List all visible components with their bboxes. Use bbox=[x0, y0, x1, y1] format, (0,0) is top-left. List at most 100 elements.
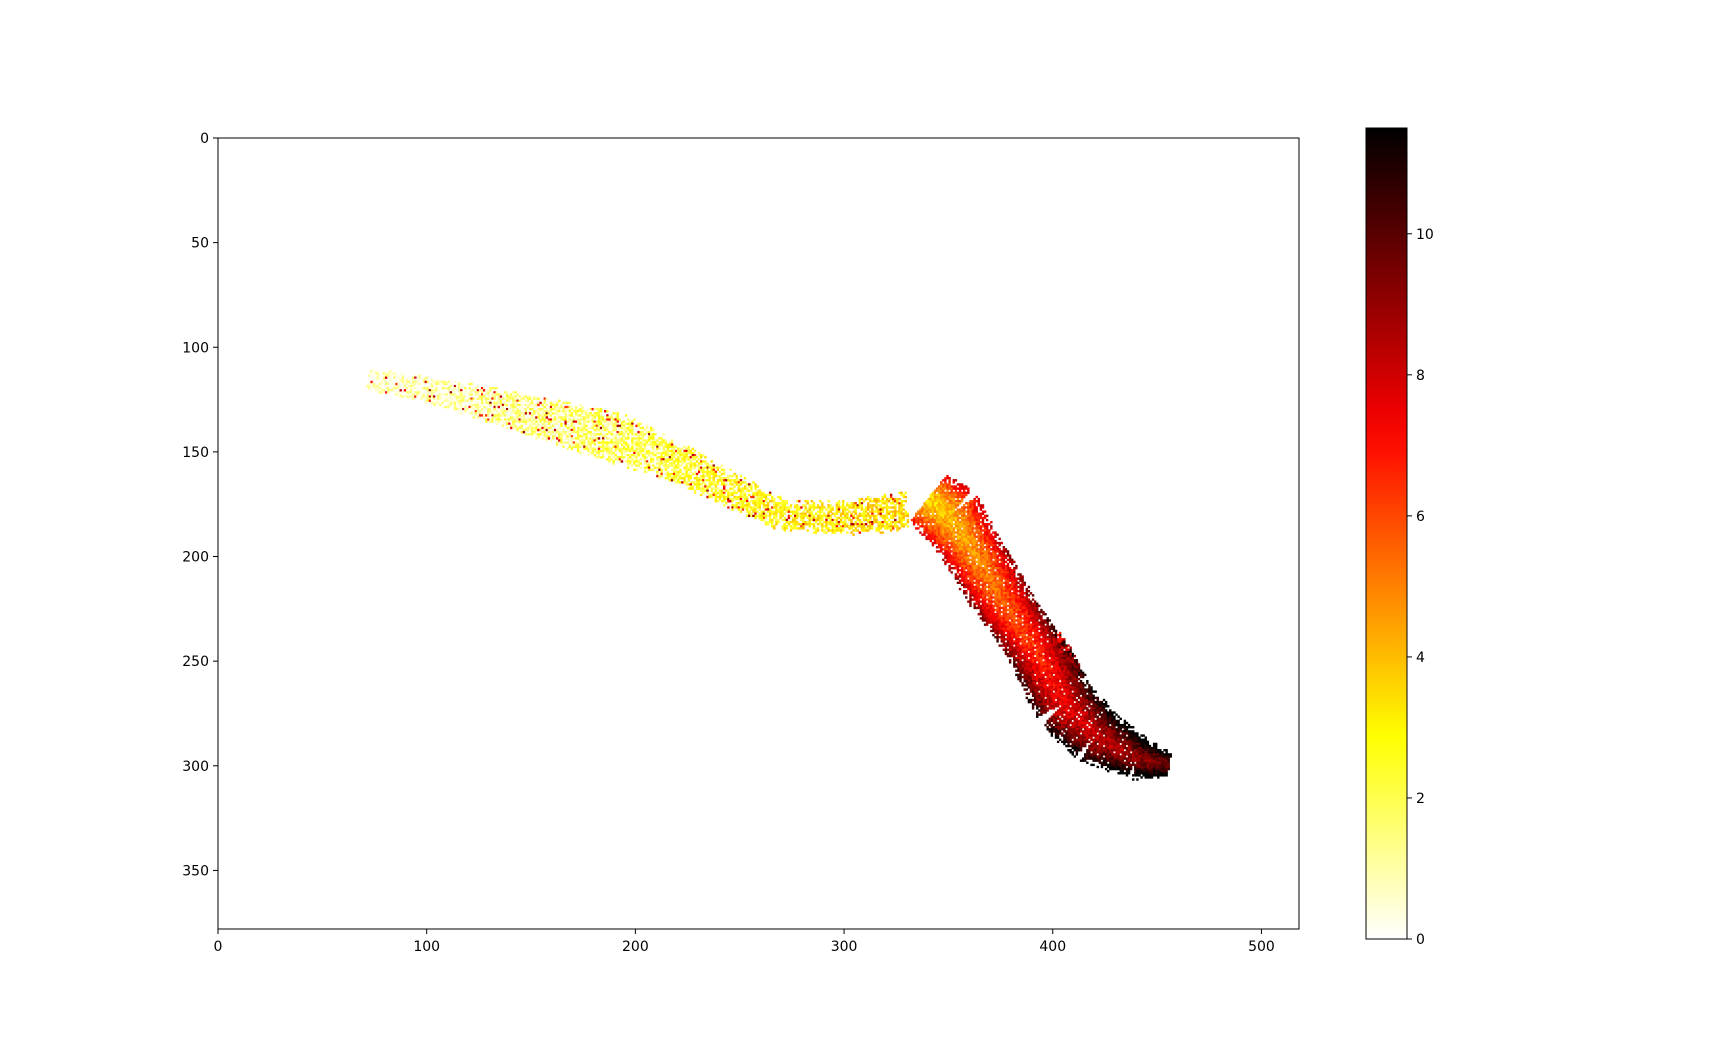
heatmap-cell bbox=[948, 533, 951, 536]
heatmap-cell bbox=[599, 410, 603, 413]
heatmap-cell bbox=[1002, 558, 1006, 561]
heatmap-cell bbox=[487, 410, 490, 413]
heatmap-cell bbox=[510, 426, 513, 430]
heatmap-cell bbox=[1011, 629, 1014, 633]
heatmap-cell bbox=[973, 558, 976, 561]
heatmap-cell bbox=[497, 416, 501, 419]
heatmap-cell bbox=[988, 600, 991, 603]
heatmap-cell bbox=[875, 529, 878, 532]
heatmap-cell bbox=[528, 403, 532, 407]
heatmap-cell bbox=[940, 525, 943, 528]
heatmap-cell bbox=[992, 539, 995, 543]
heatmap-cell bbox=[979, 546, 983, 549]
heatmap-cell bbox=[743, 481, 747, 484]
heatmap-cell bbox=[495, 387, 498, 390]
heatmap-cell bbox=[670, 453, 674, 457]
heatmap-cell bbox=[743, 500, 747, 503]
heatmap-cell bbox=[967, 487, 970, 490]
heatmap-cell bbox=[892, 497, 895, 501]
heatmap-cell bbox=[973, 577, 976, 580]
heatmap-cell bbox=[1038, 610, 1041, 614]
heatmap-cell bbox=[996, 638, 999, 641]
heatmap-cell bbox=[965, 564, 968, 568]
heatmap-cell bbox=[725, 497, 728, 501]
heatmap-cell bbox=[973, 571, 976, 574]
heatmap-cell bbox=[958, 556, 962, 559]
heatmap-cell bbox=[487, 393, 490, 396]
heatmap-cell bbox=[979, 556, 983, 559]
heatmap-cell bbox=[399, 384, 402, 388]
heatmap-cell bbox=[472, 405, 475, 409]
heatmap-cell bbox=[610, 458, 613, 461]
heatmap-cell bbox=[775, 504, 778, 507]
heatmap-cell bbox=[564, 430, 567, 434]
heatmap-cell bbox=[520, 418, 523, 421]
heatmap-cell bbox=[935, 537, 939, 541]
heatmap-cell bbox=[979, 579, 983, 582]
heatmap-cell bbox=[862, 525, 866, 528]
heatmap-cell bbox=[679, 477, 682, 480]
heatmap-cell bbox=[1027, 613, 1031, 616]
heatmap-cell bbox=[508, 414, 511, 417]
heatmap-cell bbox=[963, 485, 966, 488]
heatmap-cell bbox=[645, 439, 649, 442]
heatmap-cell bbox=[1038, 613, 1041, 616]
heatmap-cell bbox=[981, 504, 985, 507]
heatmap-cell bbox=[1021, 596, 1024, 599]
heatmap-cell bbox=[716, 495, 720, 499]
heatmap-cell bbox=[689, 456, 693, 459]
heatmap-cell bbox=[1025, 613, 1029, 616]
heatmap-cell bbox=[879, 527, 882, 530]
heatmap-cell bbox=[937, 495, 941, 499]
heatmap-cell bbox=[971, 581, 974, 585]
heatmap-cell bbox=[956, 554, 960, 557]
heatmap-cell bbox=[793, 512, 797, 515]
heatmap-cell bbox=[940, 541, 943, 545]
heatmap-cell bbox=[925, 527, 928, 530]
heatmap-cell bbox=[558, 414, 561, 417]
heatmap-cell bbox=[700, 493, 703, 497]
heatmap-cell bbox=[942, 497, 945, 501]
heatmap-cell bbox=[994, 562, 997, 566]
heatmap-cell bbox=[1002, 552, 1006, 555]
heatmap-cell bbox=[514, 410, 517, 413]
heatmap-cell bbox=[1015, 583, 1018, 587]
heatmap-cell bbox=[464, 391, 467, 394]
heatmap-cell bbox=[518, 428, 521, 432]
heatmap-cell bbox=[956, 487, 960, 490]
heatmap-cell bbox=[937, 546, 941, 549]
heatmap-cell bbox=[391, 382, 394, 386]
heatmap-cell bbox=[973, 585, 976, 589]
heatmap-cell bbox=[677, 479, 680, 482]
heatmap-cell bbox=[1025, 610, 1029, 614]
heatmap-cell bbox=[954, 506, 958, 509]
heatmap-cell bbox=[775, 506, 778, 509]
heatmap-cell bbox=[963, 585, 966, 589]
heatmap-cell bbox=[975, 514, 978, 518]
heatmap-cell bbox=[622, 420, 626, 423]
heatmap-cell bbox=[639, 451, 642, 455]
heatmap-cell bbox=[531, 422, 534, 425]
heatmap-cell bbox=[1006, 550, 1010, 553]
heatmap-cell bbox=[487, 397, 490, 400]
heatmap-cell bbox=[956, 495, 960, 499]
heatmap-cell bbox=[777, 520, 780, 524]
heatmap-cell bbox=[887, 512, 891, 515]
heatmap-cell bbox=[743, 495, 747, 499]
heatmap-cell bbox=[503, 391, 507, 394]
heatmap-cell bbox=[526, 420, 530, 423]
heatmap-cell bbox=[973, 581, 976, 585]
heatmap-cell bbox=[873, 518, 876, 522]
heatmap-cell bbox=[983, 541, 987, 545]
heatmap-cell bbox=[710, 483, 713, 486]
heatmap-cell bbox=[1006, 552, 1010, 555]
heatmap-cell bbox=[677, 451, 680, 455]
heatmap-cell bbox=[963, 543, 966, 547]
heatmap-cell bbox=[620, 422, 624, 425]
heatmap-cell bbox=[983, 556, 987, 559]
heatmap-cell bbox=[750, 485, 753, 488]
heatmap-cell bbox=[460, 412, 463, 415]
heatmap-cell bbox=[958, 575, 962, 578]
heatmap-cell bbox=[700, 453, 703, 457]
heatmap-cell bbox=[562, 433, 565, 436]
